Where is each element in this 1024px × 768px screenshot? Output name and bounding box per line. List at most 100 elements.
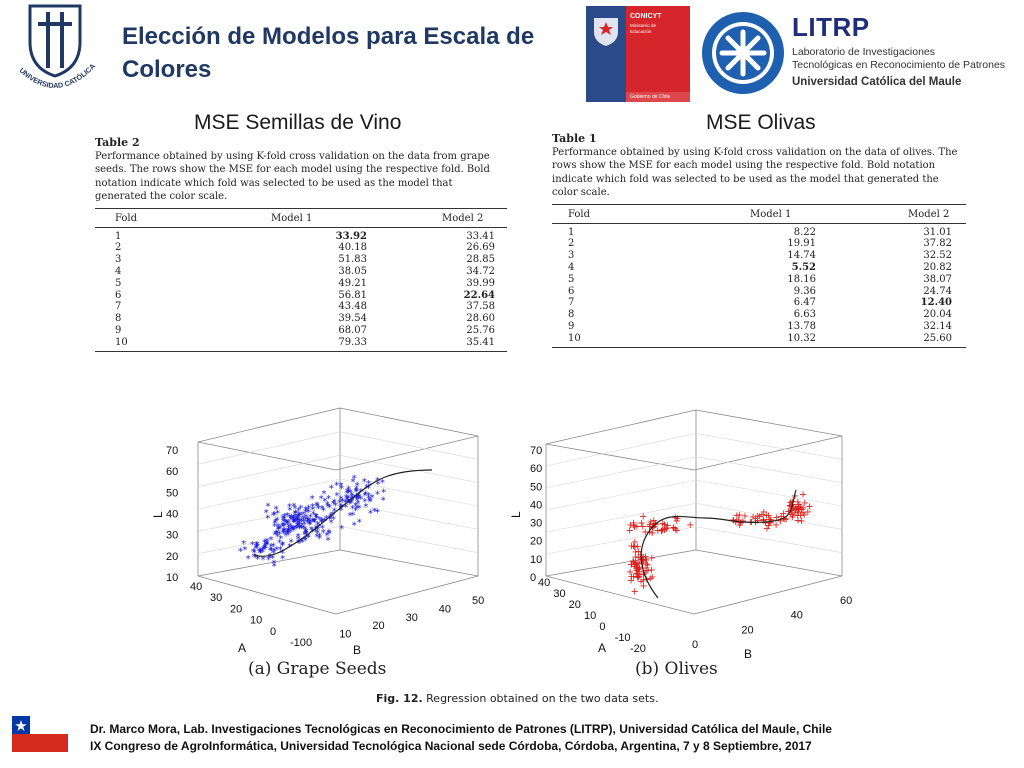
data-point: *: [320, 523, 325, 534]
model1-cell: 79.33: [338, 336, 367, 348]
data-point: *: [299, 521, 304, 532]
data-point: *: [276, 524, 281, 535]
plot-grid-line: [197, 502, 479, 532]
data-point: *: [303, 505, 308, 516]
data-point: +: [639, 575, 647, 586]
data-point: +: [733, 511, 741, 522]
data-point: +: [767, 518, 775, 529]
data-point: *: [254, 540, 259, 551]
b-tick-label: 0: [306, 637, 312, 649]
data-point: *: [306, 533, 311, 544]
a-axis-label: A: [598, 641, 606, 655]
data-point: *: [364, 483, 369, 494]
data-point: *: [295, 521, 300, 532]
data-point: *: [345, 489, 350, 500]
data-point: *: [321, 528, 326, 539]
model1-cell: 43.48: [338, 301, 367, 313]
data-point: +: [779, 509, 787, 520]
z-tick-label: 10: [166, 572, 178, 584]
data-point: *: [317, 531, 322, 542]
data-point: *: [272, 547, 277, 558]
plot-grid-line: [197, 526, 479, 554]
data-point: *: [332, 506, 337, 517]
data-point: *: [368, 508, 373, 519]
data-point: +: [634, 547, 642, 558]
data-point: *: [322, 497, 327, 508]
data-point: *: [291, 517, 296, 528]
z-tick-label: 60: [530, 463, 542, 475]
data-point: *: [283, 518, 288, 529]
plot-axis-line: [197, 549, 341, 577]
data-point: +: [796, 510, 804, 521]
data-point: +: [799, 489, 807, 500]
data-point: *: [267, 552, 272, 563]
data-point: +: [657, 526, 665, 537]
table-row: 7 6.47 12.40: [552, 297, 966, 309]
olives-plot-caption: (b) Olives: [635, 659, 718, 679]
b-tick-label: 50: [472, 595, 484, 607]
data-point: +: [629, 572, 637, 583]
data-point: *: [261, 555, 266, 566]
data-point: *: [303, 536, 308, 547]
data-point: *: [275, 515, 280, 526]
data-point: +: [629, 557, 637, 568]
data-point: *: [274, 529, 279, 540]
regression-curve: [253, 469, 433, 557]
model2-cell: 20.04: [923, 309, 952, 321]
data-point: *: [280, 521, 285, 532]
data-point: *: [262, 542, 267, 553]
column-header-model1: Model 1: [271, 212, 313, 224]
model1-cell: 49.21: [338, 277, 367, 289]
data-point: *: [357, 517, 362, 528]
data-point: *: [282, 526, 287, 537]
data-point: *: [268, 553, 273, 564]
data-point: *: [286, 530, 291, 541]
litrp-line-3: Universidad Católica del Maule: [792, 76, 962, 88]
model2-cell: 34.72: [466, 266, 495, 278]
data-point: *: [274, 505, 279, 516]
data-point: *: [293, 504, 298, 515]
data-point: *: [271, 548, 276, 559]
data-point: *: [321, 489, 326, 500]
plot-grid-line: [545, 526, 843, 555]
data-point: *: [281, 517, 286, 528]
olives-mse-table: Table 1 Performance obtained by using K-…: [552, 132, 966, 348]
data-point: *: [269, 535, 274, 546]
model2-cell: 32.52: [923, 250, 952, 262]
data-point: *: [294, 524, 299, 535]
plot-grid-line: [545, 479, 843, 511]
data-point: *: [286, 527, 291, 538]
data-point: *: [278, 545, 283, 556]
data-point: +: [795, 500, 803, 511]
model1-cell: 8.22: [793, 226, 816, 238]
data-point: *: [296, 521, 301, 532]
data-point: *: [258, 547, 263, 558]
z-tick-label: 40: [530, 499, 542, 511]
data-point: +: [766, 515, 774, 526]
data-point: *: [350, 496, 355, 507]
table-row: 10 79.33 35.41: [95, 337, 507, 349]
data-point: *: [265, 540, 270, 551]
data-point: +: [635, 563, 643, 574]
data-point: +: [646, 574, 654, 585]
data-point: *: [275, 532, 280, 543]
model2-cell: 28.60: [466, 313, 495, 325]
data-point: *: [270, 553, 275, 564]
fold-cell: 2: [115, 242, 122, 254]
data-point: *: [326, 528, 331, 539]
data-point: *: [334, 491, 339, 502]
data-point: *: [329, 483, 334, 494]
data-point: +: [765, 514, 773, 525]
data-point: *: [280, 549, 285, 560]
data-point: *: [290, 524, 295, 535]
plot-axis-line: [197, 441, 337, 471]
table-row: 1 8.22 31.01: [552, 227, 966, 239]
data-point: *: [340, 497, 345, 508]
data-point: *: [285, 511, 290, 522]
conicyt-ministry-1: Ministerio de: [630, 23, 656, 28]
data-point: +: [632, 547, 640, 558]
data-point: *: [363, 489, 368, 500]
model2-cell: 38.07: [923, 273, 952, 285]
data-point: *: [353, 501, 358, 512]
data-point: *: [295, 515, 300, 526]
